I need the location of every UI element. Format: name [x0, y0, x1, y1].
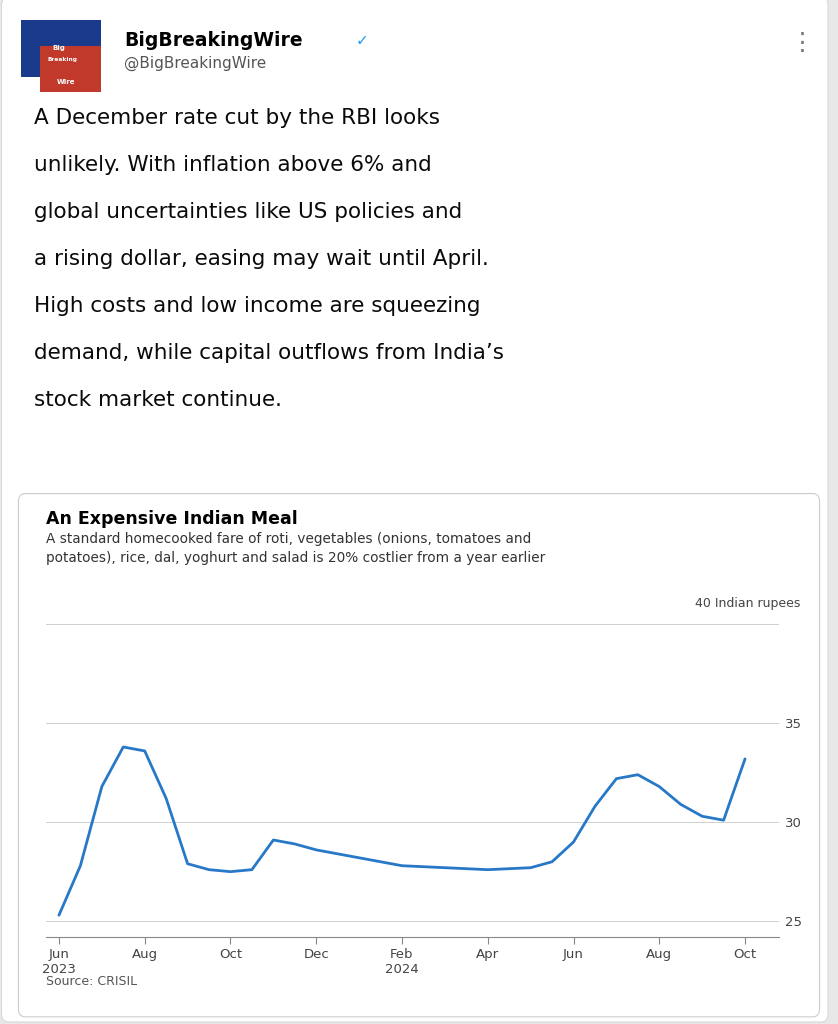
Text: stock market continue.: stock market continue.: [34, 390, 282, 411]
Text: a rising dollar, easing may wait until April.: a rising dollar, easing may wait until A…: [34, 249, 489, 269]
Text: ✓: ✓: [356, 34, 369, 48]
Text: High costs and low income are squeezing: High costs and low income are squeezing: [34, 296, 480, 316]
Text: global uncertainties like US policies and: global uncertainties like US policies an…: [34, 202, 462, 222]
Text: Wire: Wire: [57, 79, 75, 85]
Text: 40 Indian rupees: 40 Indian rupees: [695, 597, 800, 610]
Text: A standard homecooked fare of roti, vegetables (onions, tomatoes and: A standard homecooked fare of roti, vege…: [46, 532, 531, 547]
Text: demand, while capital outflows from India’s: demand, while capital outflows from Indi…: [34, 343, 504, 364]
FancyBboxPatch shape: [18, 494, 820, 1017]
Text: Big: Big: [53, 45, 65, 51]
Text: Breaking: Breaking: [48, 57, 78, 61]
Text: An Expensive Indian Meal: An Expensive Indian Meal: [46, 510, 297, 528]
FancyBboxPatch shape: [21, 20, 101, 77]
Text: potatoes), rice, dal, yoghurt and salad is 20% costlier from a year earlier: potatoes), rice, dal, yoghurt and salad …: [46, 551, 546, 565]
Text: Source: CRISIL: Source: CRISIL: [46, 975, 137, 988]
Text: @BigBreakingWire: @BigBreakingWire: [124, 56, 266, 71]
FancyBboxPatch shape: [40, 46, 101, 92]
Text: ⋮: ⋮: [789, 31, 815, 55]
Text: BigBreakingWire: BigBreakingWire: [124, 32, 303, 50]
Text: unlikely. With inflation above 6% and: unlikely. With inflation above 6% and: [34, 155, 432, 175]
Text: A December rate cut by the RBI looks: A December rate cut by the RBI looks: [34, 108, 439, 128]
